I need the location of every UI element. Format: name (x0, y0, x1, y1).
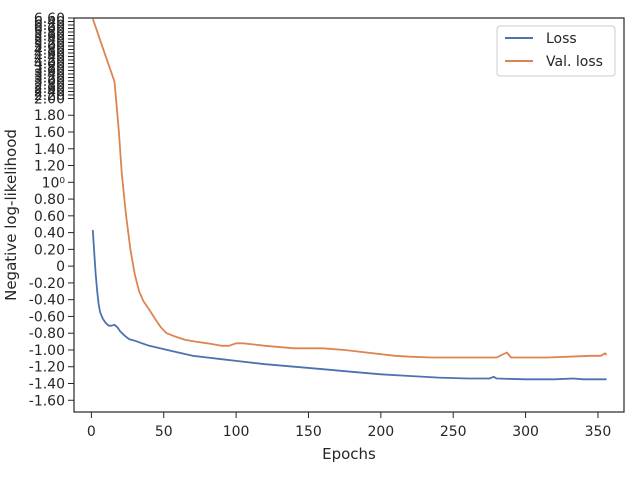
y-tick-label: 0.60 (34, 209, 65, 225)
y-tick-label: 5.00 (34, 39, 65, 55)
x-axis-ticks: 0 50 100 150 200 250 300 350 (87, 412, 611, 440)
x-tick-label: 0 (87, 424, 96, 440)
y-tick-label: 5.80 (34, 25, 65, 41)
y-tick-label: 4.40 (34, 49, 65, 65)
y-tick-label: 3.80 (34, 60, 65, 76)
x-tick-label: 100 (223, 424, 250, 440)
x-tick-label: 350 (585, 424, 612, 440)
legend-label-loss: Loss (546, 31, 577, 47)
x-tick-label: 300 (512, 424, 539, 440)
y-tick-label: -0.20 (29, 276, 65, 292)
y-tick-label: 0.40 (34, 226, 65, 242)
y-tick-label: -1.00 (29, 343, 65, 359)
y-tick-label: 0.20 (34, 242, 65, 258)
y-tick-label: 1.20 (34, 159, 65, 175)
y-tick-label: 4.80 (34, 42, 65, 58)
x-tick-label: 250 (440, 424, 467, 440)
y-axis-label: Negative log-likelihood (2, 129, 20, 301)
x-axis-label: Epochs (322, 445, 376, 463)
y-tick-label: 6.20 (34, 18, 65, 34)
y-tick-label: 6.00 (34, 21, 65, 37)
y-tick-label: 5.40 (34, 32, 65, 48)
plot-frame (73, 17, 625, 413)
y-tick-label: -1.20 (29, 360, 65, 376)
y-tick-label: 2.20 (34, 88, 65, 104)
y-tick-label: 10⁰ (42, 175, 66, 191)
y-tick-label: 4.60 (34, 46, 65, 62)
y-tick-label: 5.20 (34, 35, 65, 51)
series-lines (91, 18, 608, 381)
y-tick-label: 3.40 (34, 67, 65, 83)
y-tick-label: 1.80 (34, 108, 65, 124)
y-tick-label: 2.40 (34, 84, 65, 100)
y-tick-label: 1.40 (34, 142, 65, 158)
y-tick-label: 2.60 (34, 81, 65, 97)
y-tick-label: 0 (56, 259, 65, 275)
y-tick-label: 2.00 (34, 91, 65, 107)
legend-label-val-loss: Val. loss (546, 54, 603, 70)
y-tick-label: 6.40 (34, 14, 65, 30)
legend: Loss Val. loss (496, 25, 616, 77)
series-line-loss (91, 230, 607, 381)
y-tick-label: 0.80 (34, 192, 65, 208)
series-line-val-loss (91, 18, 608, 359)
y-tick-label: 1.60 (34, 125, 65, 141)
y-tick-label: 6.60 (34, 11, 65, 27)
x-tick-label: 50 (155, 424, 173, 440)
y-axis-ticks: -1.60-1.40-1.20-1.00-0.80-0.60-0.40-0.20… (29, 11, 74, 409)
y-tick-label: -0.40 (29, 293, 65, 309)
y-tick-label: 3.00 (34, 74, 65, 90)
y-tick-label: 3.60 (34, 63, 65, 79)
y-tick-label: 2.80 (34, 77, 65, 93)
x-tick-label: 200 (367, 424, 394, 440)
y-tick-label: -1.60 (29, 393, 65, 409)
y-tick-label: -0.80 (29, 326, 65, 342)
y-tick-label: -1.40 (29, 376, 65, 392)
y-tick-label: -0.60 (29, 309, 65, 325)
y-tick-label: 4.00 (34, 56, 65, 72)
y-tick-label: 5.60 (34, 28, 65, 44)
y-tick-label: 4.20 (34, 53, 65, 69)
y-tick-label: 3.20 (34, 70, 65, 86)
x-tick-label: 150 (295, 424, 322, 440)
